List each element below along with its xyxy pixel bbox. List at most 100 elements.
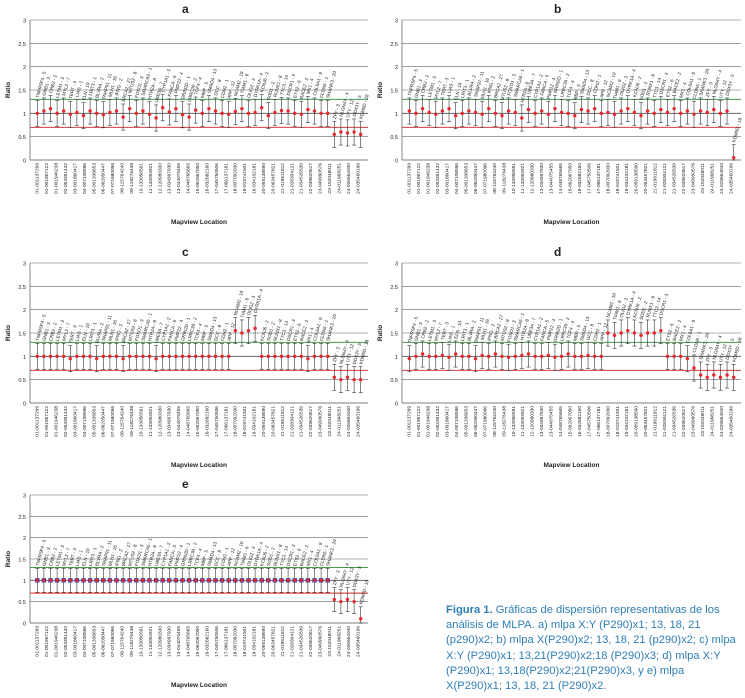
- data-point: [467, 354, 471, 359]
- data-point: [626, 328, 630, 333]
- x-tick-label: 01-001967122: [416, 406, 422, 437]
- data-point: [599, 111, 603, 116]
- probe-label: BACE2 - 2: [672, 71, 683, 94]
- probe-label: KDM5D - 18: [358, 579, 369, 605]
- data-point: [665, 354, 670, 359]
- x-tick-label: 19-034102181: [624, 406, 630, 437]
- caption-text: Gráficas de dispersión representativas d…: [446, 604, 736, 693]
- probe-label: BLVRA - 2: [94, 545, 104, 567]
- probe-label: MBP - 5: [572, 324, 581, 342]
- x-tick-label: 13-034997930: [167, 406, 173, 437]
- probe-label: ETS2 - 6: [665, 78, 675, 97]
- y-tick-label: 2: [395, 65, 398, 71]
- probe-label: ZFY - 3: [332, 569, 341, 585]
- data-point: [440, 353, 445, 358]
- y-tick-label: 1: [23, 579, 26, 585]
- probe-label: NLGN4Y - 4: [339, 91, 350, 117]
- data-point: [359, 377, 363, 382]
- data-point: [299, 578, 303, 583]
- y-tick-label: 1: [23, 112, 26, 118]
- probe-label: LETM1 - 3: [427, 75, 437, 97]
- data-point: [573, 354, 577, 359]
- probe-label: FANCA - 5: [539, 319, 550, 342]
- probe-label: NLGN4Y - 4: [711, 69, 722, 95]
- data-point: [81, 354, 86, 359]
- data-point: [42, 578, 46, 583]
- data-point: [559, 354, 564, 359]
- probe-label: GRIN2D - 1: [553, 318, 564, 343]
- x-tick-label: 05-001336653: [91, 626, 97, 657]
- data-point: [174, 106, 178, 111]
- x-tick-label: 18-019741501: [242, 406, 248, 437]
- data-point: [55, 111, 59, 116]
- x-axis-label: Mapview Location: [544, 462, 600, 469]
- probe-label: GRIN2D - 1: [180, 317, 191, 342]
- data-point: [81, 578, 86, 583]
- x-tick-label: 24-011968251: [709, 406, 715, 437]
- x-tick-label: 15-062067050: [195, 406, 201, 437]
- data-point: [286, 109, 290, 113]
- probe-label: TIAM1 - 6: [240, 545, 250, 566]
- figure-caption: Figura 1. Gráficas de dispersión represe…: [446, 603, 742, 694]
- data-point: [42, 354, 46, 359]
- data-point: [306, 578, 310, 583]
- data-point: [88, 109, 92, 113]
- data-point: [194, 578, 198, 583]
- data-point: [460, 354, 464, 359]
- data-point: [260, 354, 264, 359]
- probe-label: KDM5D - 18: [358, 93, 369, 119]
- data-point: [487, 354, 491, 359]
- data-point: [705, 375, 709, 380]
- data-point: [493, 111, 498, 116]
- probe-label: TTC3 - 14: [652, 77, 662, 99]
- probe-label: MLH1 - 16: [480, 77, 490, 99]
- data-point: [326, 578, 330, 583]
- x-tick-label: 22-039620617: [308, 163, 314, 194]
- probe-label: TERT - 3: [68, 80, 78, 100]
- probe-label: MLH1 - 16: [108, 75, 118, 97]
- data-point: [592, 106, 597, 111]
- data-point: [420, 106, 425, 111]
- probe-label: UTY - 12: [345, 343, 355, 362]
- x-tick-label: 16-032682160: [577, 163, 583, 194]
- data-point: [586, 109, 590, 113]
- x-tick-label: 15-062067050: [195, 163, 201, 194]
- probe-label: DYRK1A - 4: [253, 541, 264, 567]
- y-tick-label: 0.5: [18, 600, 26, 606]
- x-tick-label: 17-066137181: [596, 406, 602, 437]
- data-point: [579, 107, 584, 112]
- x-tick-label: 07-071980096: [482, 406, 488, 437]
- data-point: [128, 578, 132, 583]
- probe-label: ELN - 10: [81, 82, 91, 101]
- x-tick-label: 05-001336653: [91, 163, 97, 194]
- data-point: [266, 354, 270, 359]
- probe-label: SMAD4 - 13: [207, 316, 218, 342]
- probe-label: DSCR1 - 3: [286, 318, 297, 341]
- data-point: [526, 352, 531, 356]
- data-point: [273, 110, 277, 115]
- probe-label: ZFY - 3: [705, 81, 714, 97]
- data-point: [266, 113, 270, 118]
- probe-label: MTUS2 - 8: [127, 71, 138, 94]
- x-tick-label: 07-071980096: [110, 163, 116, 194]
- data-point: [62, 578, 66, 583]
- x-tick-label: 19-034102181: [252, 163, 258, 194]
- data-point: [352, 377, 356, 382]
- y-tick-label: 1.5: [18, 89, 26, 95]
- x-tick-label: 24-011968251: [336, 163, 342, 194]
- x-tick-label: 13-044075455: [549, 406, 555, 437]
- data-point: [359, 132, 363, 137]
- probe-label: MX1 - 4: [306, 327, 315, 344]
- data-point: [161, 354, 165, 359]
- data-point: [286, 354, 290, 359]
- data-point: [312, 354, 317, 359]
- probe-label: APP - 12: [226, 80, 236, 99]
- data-point: [312, 578, 317, 583]
- x-tick-label: 24-011968251: [709, 163, 715, 194]
- data-point: [359, 617, 363, 621]
- y-axis-label: Ratio: [5, 82, 12, 98]
- probe-label: LIAS - 1: [447, 325, 456, 343]
- probe-label: CRB2 - 2: [420, 74, 430, 94]
